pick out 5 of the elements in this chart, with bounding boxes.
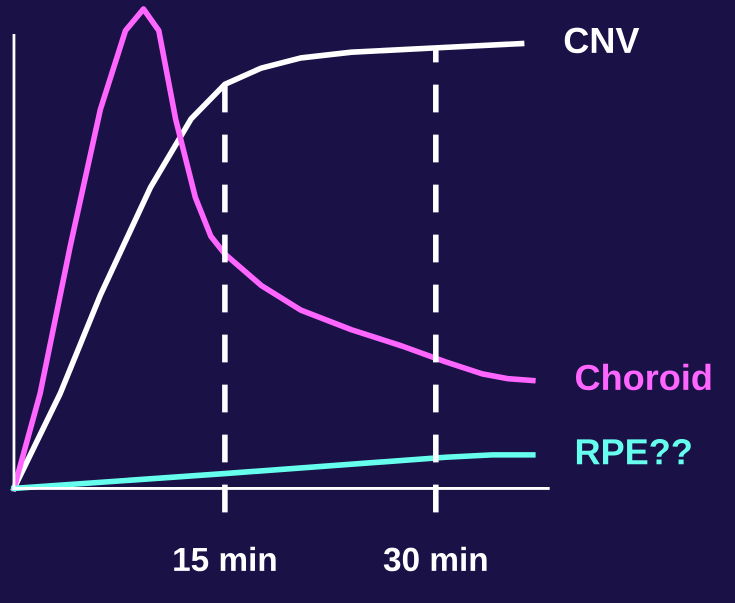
series-label: CNV (564, 28, 640, 54)
x-tick-label: 30 min (384, 546, 487, 572)
x-tick-label: 15 min (174, 546, 276, 572)
series-label: Choroid (576, 364, 711, 390)
series-label: RPE?? (576, 438, 691, 464)
